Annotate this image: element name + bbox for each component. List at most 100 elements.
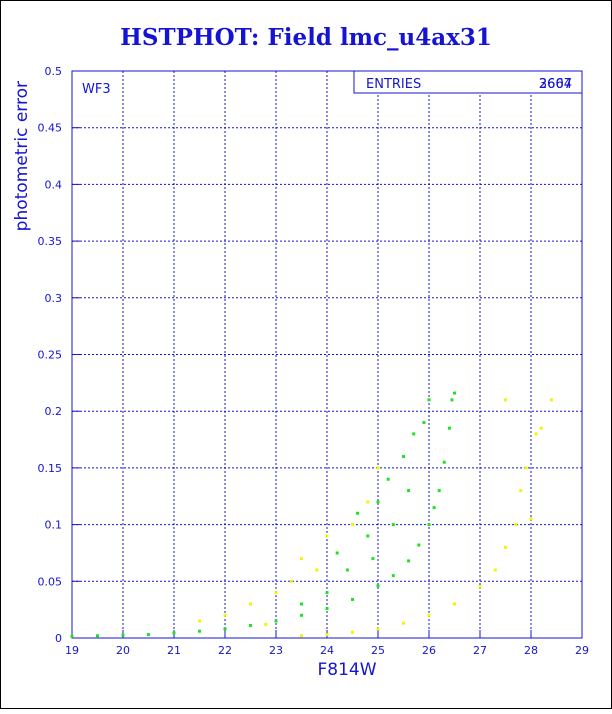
data-point bbox=[356, 511, 360, 515]
x-tick-label: 20 bbox=[116, 644, 130, 657]
data-point bbox=[442, 460, 446, 464]
x-tick-label: 26 bbox=[422, 644, 436, 657]
stats-label: ENTRIES bbox=[366, 77, 421, 92]
data-point bbox=[519, 489, 523, 493]
y-tick-label: 0.05 bbox=[38, 575, 63, 588]
data-point bbox=[549, 398, 553, 402]
data-point bbox=[345, 568, 349, 572]
x-tick-label: 21 bbox=[167, 644, 181, 657]
data-point bbox=[427, 523, 431, 527]
data-point bbox=[96, 634, 99, 638]
data-point bbox=[249, 624, 252, 628]
data-point bbox=[223, 613, 227, 617]
data-point bbox=[351, 523, 354, 527]
data-point bbox=[402, 621, 405, 625]
data-point bbox=[351, 630, 354, 634]
data-point bbox=[198, 619, 201, 623]
data-point bbox=[391, 574, 395, 578]
data-point bbox=[289, 579, 293, 583]
data-point bbox=[534, 432, 538, 436]
data-point bbox=[366, 500, 370, 504]
y-tick-label: 0 bbox=[55, 632, 62, 645]
data-point bbox=[172, 631, 176, 635]
x-axis-label: F814W bbox=[317, 660, 376, 680]
data-point bbox=[504, 398, 507, 402]
x-tick-label: 25 bbox=[371, 644, 385, 657]
data-point bbox=[371, 557, 375, 561]
data-point bbox=[264, 622, 268, 626]
data-point bbox=[274, 591, 278, 595]
data-point bbox=[300, 557, 303, 561]
data-point bbox=[300, 634, 303, 638]
x-tick-label: 24 bbox=[320, 644, 334, 657]
y-tick-label: 0.2 bbox=[45, 405, 63, 418]
x-tick-label: 19 bbox=[65, 644, 79, 657]
data-point bbox=[493, 568, 497, 572]
data-point bbox=[453, 602, 456, 606]
data-point bbox=[402, 455, 405, 459]
panel-label: WF3 bbox=[82, 82, 111, 97]
data-point bbox=[300, 602, 303, 606]
data-point bbox=[422, 421, 426, 425]
y-tick-label: 0.15 bbox=[38, 462, 63, 475]
chart-title: HSTPHOT: Field lmc_u4ax31 bbox=[120, 24, 492, 51]
stats-value: 3664 bbox=[539, 77, 572, 92]
data-point bbox=[427, 398, 431, 402]
y-tick-label: 0.5 bbox=[45, 65, 63, 78]
data-point bbox=[514, 523, 518, 527]
data-point bbox=[529, 517, 533, 521]
data-point bbox=[325, 633, 329, 637]
data-point bbox=[147, 633, 150, 637]
data-point bbox=[478, 585, 482, 589]
data-point bbox=[524, 466, 528, 470]
data-point bbox=[274, 619, 278, 623]
data-point bbox=[386, 477, 390, 481]
data-point bbox=[412, 432, 416, 436]
y-tick-label: 0.45 bbox=[38, 122, 63, 135]
data-point bbox=[450, 398, 454, 402]
data-point bbox=[432, 506, 436, 510]
y-tick-label: 0.3 bbox=[45, 292, 63, 305]
x-tick-label: 29 bbox=[575, 644, 589, 657]
data-point bbox=[391, 523, 395, 527]
data-point bbox=[198, 629, 201, 633]
data-point bbox=[407, 559, 411, 563]
stats-box bbox=[353, 70, 583, 94]
data-point bbox=[504, 545, 507, 549]
data-point bbox=[376, 627, 380, 631]
y-tick-label: 0.35 bbox=[38, 235, 63, 248]
data-point bbox=[325, 591, 329, 595]
y-tick-label: 0.4 bbox=[45, 178, 63, 191]
data-point bbox=[300, 613, 303, 617]
data-point bbox=[417, 543, 421, 547]
data-point bbox=[427, 613, 431, 617]
data-point bbox=[447, 426, 451, 430]
data-point bbox=[376, 500, 380, 504]
data-point bbox=[351, 597, 354, 601]
y-tick-label: 0.25 bbox=[38, 349, 63, 362]
y-tick-label: 0.1 bbox=[45, 519, 63, 532]
data-point bbox=[325, 607, 329, 611]
x-tick-label: 22 bbox=[218, 644, 232, 657]
data-point bbox=[70, 634, 74, 638]
data-point bbox=[315, 568, 319, 572]
y-axis-label: photometric error bbox=[12, 81, 32, 231]
data-point bbox=[437, 489, 441, 493]
x-tick-label: 27 bbox=[473, 644, 487, 657]
data-point bbox=[376, 466, 380, 470]
data-point bbox=[376, 584, 380, 588]
data-point bbox=[325, 534, 329, 538]
x-tick-label: 28 bbox=[524, 644, 538, 657]
x-tick-label: 23 bbox=[269, 644, 283, 657]
data-point bbox=[453, 391, 456, 395]
data-point bbox=[539, 426, 543, 430]
data-point bbox=[121, 633, 125, 637]
stats-value: 2607 bbox=[539, 77, 572, 92]
data-point bbox=[366, 534, 370, 538]
data-point bbox=[249, 602, 252, 606]
data-point bbox=[223, 627, 227, 631]
data-point bbox=[407, 489, 411, 493]
data-point bbox=[335, 551, 339, 555]
